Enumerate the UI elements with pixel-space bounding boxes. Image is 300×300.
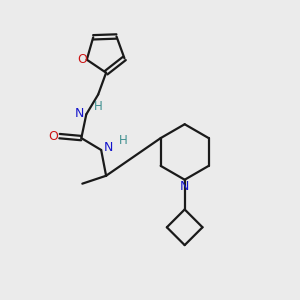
Text: N: N	[180, 180, 189, 193]
Text: O: O	[49, 130, 58, 142]
Text: N: N	[75, 107, 84, 120]
Text: N: N	[103, 140, 113, 154]
Text: H: H	[118, 134, 127, 147]
Text: H: H	[94, 100, 103, 113]
Text: O: O	[77, 53, 87, 66]
